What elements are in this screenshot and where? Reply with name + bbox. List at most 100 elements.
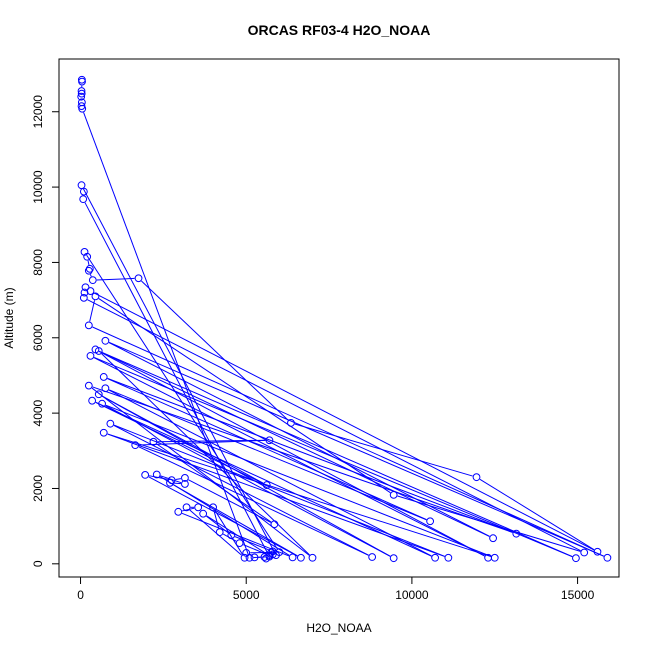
series-line-segment xyxy=(89,300,96,322)
data-point xyxy=(152,470,161,479)
series-line-segment xyxy=(108,342,490,537)
y-axis-label: Altitude (m) xyxy=(2,287,16,348)
data-point xyxy=(426,517,435,526)
data-point xyxy=(86,351,95,360)
data-point xyxy=(262,481,271,489)
data-point xyxy=(250,553,259,562)
x-tick-label: 0 xyxy=(77,588,84,602)
data-point xyxy=(260,553,269,561)
data-point xyxy=(267,548,275,557)
series-line-segment xyxy=(175,478,182,481)
series-line-segment xyxy=(95,401,432,557)
series-line-segment xyxy=(148,476,298,557)
y-tick-label: 8000 xyxy=(31,249,45,276)
series-lines xyxy=(81,85,604,559)
data-point xyxy=(490,553,499,562)
series-line-segment xyxy=(234,536,270,551)
data-point xyxy=(182,503,191,512)
series-line-segment xyxy=(206,515,229,534)
series-line-segment xyxy=(93,356,573,558)
series-line-segment xyxy=(93,292,595,551)
data-point xyxy=(134,274,143,283)
data-point xyxy=(215,528,224,537)
series-line-segment xyxy=(107,378,427,521)
data-point xyxy=(431,553,439,562)
data-point xyxy=(512,529,521,538)
data-point xyxy=(308,553,317,562)
series-points xyxy=(77,75,612,563)
series-line-segment xyxy=(188,479,272,523)
data-point xyxy=(79,187,88,196)
series-line-segment xyxy=(173,482,181,485)
series-line-segment xyxy=(249,554,252,556)
series-line-segment xyxy=(173,484,298,557)
data-point xyxy=(84,381,93,390)
data-point xyxy=(81,283,90,292)
data-point xyxy=(77,92,86,101)
y-tick-label: 10000 xyxy=(31,170,45,204)
series-line-segment xyxy=(108,389,432,557)
data-point xyxy=(84,266,93,275)
data-point xyxy=(181,474,189,482)
x-axis: 0 5000 10000 15000 xyxy=(77,576,595,602)
data-point xyxy=(149,437,158,446)
data-point xyxy=(101,336,110,345)
series-line-segment xyxy=(113,424,445,557)
data-point xyxy=(242,548,251,557)
data-point xyxy=(86,287,95,295)
data-point xyxy=(572,554,580,563)
data-point xyxy=(199,509,208,518)
data-point xyxy=(389,554,398,563)
series-line-segment xyxy=(108,389,427,521)
data-point xyxy=(209,503,217,512)
data-point xyxy=(77,181,86,190)
x-tick-label: 5000 xyxy=(233,588,260,602)
chart-title: ORCAS RF03-4 H2O_NOAA xyxy=(248,22,431,38)
series-line-segment xyxy=(189,509,242,556)
x-tick-label: 10000 xyxy=(395,588,429,602)
data-point xyxy=(174,507,183,516)
data-point xyxy=(240,553,249,562)
data-point xyxy=(83,252,92,261)
series-line-segment xyxy=(98,350,490,537)
data-point xyxy=(389,490,398,499)
data-point xyxy=(131,441,140,450)
series-line-segment xyxy=(107,433,492,558)
series-line-segment xyxy=(96,277,135,281)
data-point xyxy=(80,288,89,297)
data-point xyxy=(106,419,115,428)
y-tick-label: 4000 xyxy=(31,399,45,426)
data-point xyxy=(580,548,589,557)
data-point xyxy=(141,471,150,479)
series-line-segment xyxy=(159,476,290,556)
data-point xyxy=(444,553,453,562)
x-axis-label: H2O_NOAA xyxy=(306,621,371,635)
data-point xyxy=(78,104,87,113)
series-line-segment xyxy=(83,112,249,555)
x-tick-label: 15000 xyxy=(561,588,595,602)
data-point xyxy=(77,89,86,98)
data-point xyxy=(88,396,97,405)
data-point xyxy=(268,547,277,556)
series-line-segment xyxy=(206,515,267,554)
data-point xyxy=(227,531,236,540)
series-line-segment xyxy=(89,274,92,277)
data-point xyxy=(603,553,612,562)
y-tick-label: 6000 xyxy=(31,324,45,351)
data-point xyxy=(593,547,602,556)
series-line-segment xyxy=(102,352,573,558)
data-point xyxy=(85,264,94,273)
data-point xyxy=(91,292,100,301)
y-axis: 0 2000 4000 6000 8000 10000 12000 xyxy=(31,95,60,567)
data-point xyxy=(98,399,106,408)
series-line-segment xyxy=(107,377,513,533)
series-line-segment xyxy=(87,260,90,266)
data-point xyxy=(268,550,277,559)
y-tick-label: 2000 xyxy=(31,475,45,502)
series-line-segment xyxy=(222,533,237,542)
data-point xyxy=(235,539,244,547)
series-line-segment xyxy=(141,280,289,421)
series-line-segment xyxy=(93,357,485,557)
data-point xyxy=(265,436,274,445)
data-point xyxy=(270,520,279,529)
